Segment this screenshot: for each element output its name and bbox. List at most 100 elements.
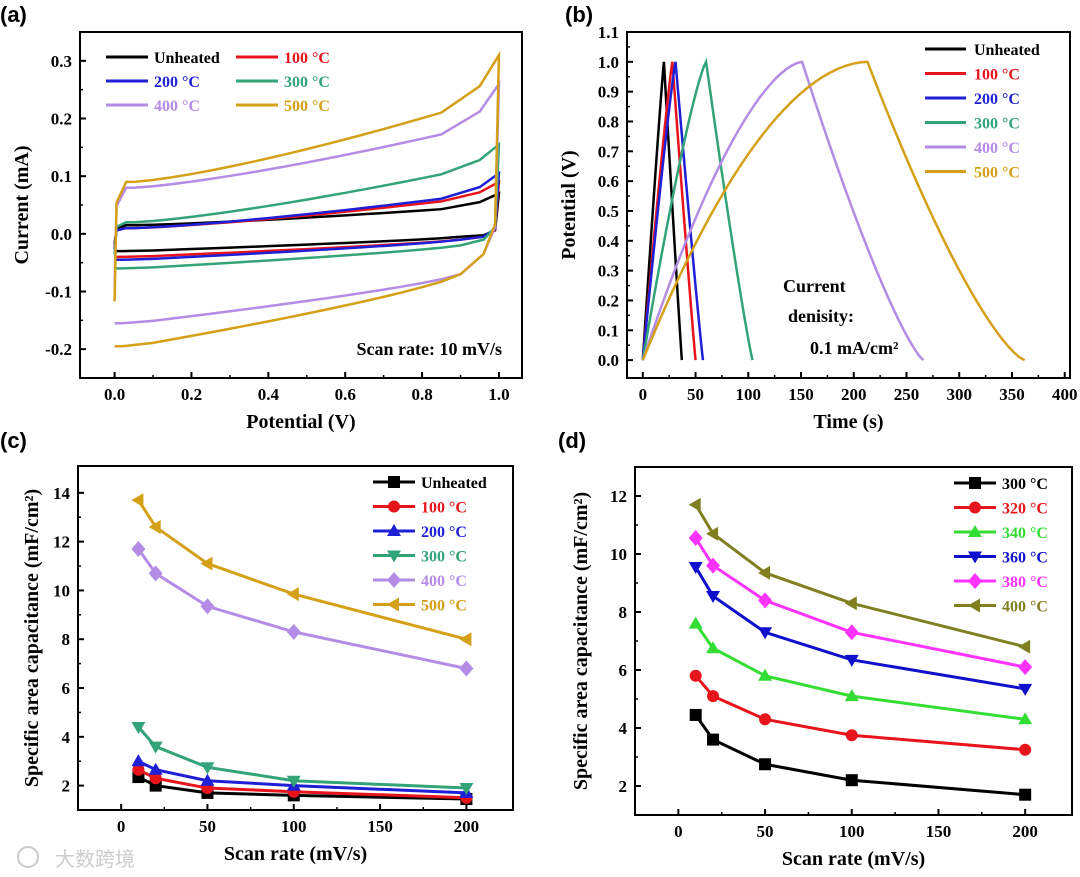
marker-triangle-up	[200, 773, 215, 786]
legend-label: 100 °C	[421, 500, 467, 517]
series-5	[131, 493, 472, 647]
gcd-curve	[641, 60, 1026, 362]
y-tick-label: 4	[619, 719, 628, 738]
marker-triangle-down	[131, 722, 146, 735]
panel-c: (c) 0 50 100 150 200 2 4 6 8 10 12 14 Scan rate (mV/s…	[0, 428, 514, 865]
marker-diamond	[459, 660, 474, 677]
marker-triangle-up	[844, 689, 859, 702]
marker-square	[689, 708, 702, 721]
marker-diamond	[148, 565, 163, 582]
marker-triangle-left	[1018, 639, 1031, 654]
x-tick-label: 0.8	[411, 385, 432, 404]
marker-triangle-left	[459, 632, 472, 647]
plot-area	[688, 497, 1033, 801]
marker-circle	[759, 713, 772, 726]
series-4	[131, 540, 474, 677]
marker-triangle-down	[1018, 683, 1033, 696]
x-tick-label: 300	[947, 385, 973, 404]
marker-diamond	[968, 573, 982, 589]
y-tick-label: 0.3	[51, 52, 72, 71]
x-tick-label: 0.2	[181, 385, 202, 404]
panel-label: (d)	[558, 428, 586, 453]
x-axis-label: Time (s)	[813, 411, 883, 433]
legend-label: 500 °C	[421, 598, 467, 615]
y-tick-label: 12	[53, 533, 70, 552]
marker-triangle-left	[706, 526, 719, 541]
x-tick-label: 400	[1052, 385, 1078, 404]
panel-a: (a) 0.0 0.2 0.4 0.6 0.8 1.0 -0.2 -0.1 0.0 0.1 0.2 0.…	[0, 2, 523, 433]
x-tick-label: 250	[894, 385, 920, 404]
marker-diamond	[131, 540, 146, 557]
marker-circle	[132, 763, 145, 776]
plot-frame	[77, 465, 514, 811]
marker-circle	[707, 690, 720, 703]
series-3	[688, 562, 1033, 696]
x-tick-label: 100	[839, 822, 865, 841]
gcd-curve	[641, 60, 925, 361]
x-tick-label: 200	[1012, 822, 1038, 841]
y-axis-label: Specific area capacitance (mF/cm²)	[21, 489, 43, 787]
x-tick-label: 200	[841, 385, 867, 404]
plot-frame	[79, 31, 523, 379]
marker-square	[845, 774, 858, 787]
y-tick-label: 0.7	[598, 142, 620, 161]
x-tick-label: 50	[199, 817, 216, 836]
x-tick-label: 0.6	[335, 385, 356, 404]
x-tick-label: 0.0	[104, 385, 125, 404]
y-tick-label: 0.2	[51, 110, 72, 129]
marker-circle	[845, 729, 858, 742]
legend-label: 400 °C	[421, 573, 467, 590]
x-tick-label: 50	[757, 822, 774, 841]
x-tick-label: 0	[674, 822, 683, 841]
marker-triangle-down	[459, 783, 474, 796]
legend-label: 300 °C	[284, 74, 330, 91]
x-axis-label: Scan rate (mV/s)	[782, 848, 925, 870]
plot-frame	[626, 31, 1071, 379]
marker-triangle-left	[200, 556, 213, 571]
legend-label: 300 °C	[421, 549, 467, 566]
y-tick-label: 0.1	[51, 167, 72, 186]
series-line	[137, 499, 467, 641]
y-tick-label: -0.1	[45, 283, 72, 302]
y-tick-label: 4	[62, 728, 71, 747]
legend-label: 500 °C	[974, 165, 1020, 182]
legend-label: 320 °C	[1002, 501, 1048, 518]
legend-label: 400 °C	[154, 98, 200, 115]
marker-triangle-left	[688, 497, 701, 512]
x-tick-label: 100	[281, 817, 307, 836]
marker-triangle-up	[688, 616, 703, 629]
marker-triangle-up	[706, 641, 721, 654]
annotation: Scan rate: 10 mV/s	[357, 339, 502, 359]
legend-label: 400 °C	[974, 140, 1020, 157]
series-3	[131, 722, 474, 796]
marker-circle	[388, 500, 400, 513]
y-tick-label: 0.0	[51, 225, 72, 244]
panel-label: (a)	[0, 2, 27, 27]
marker-circle	[969, 501, 981, 514]
legend-label: 400 °C	[1002, 599, 1048, 616]
panel-b: (b) 0 50 100 150 200 250 300 350 400 0.0 0.1 0.2 0.3 0…	[558, 2, 1077, 433]
marker-triangle-left	[148, 519, 161, 534]
y-tick-label: 0.4	[598, 232, 620, 251]
y-tick-label: 14	[53, 484, 71, 503]
watermark-logo-icon	[17, 846, 39, 868]
marker-diamond	[758, 592, 773, 609]
x-tick-label: 0	[639, 385, 648, 404]
series-1	[689, 669, 1032, 756]
legend-label: Unheated	[154, 50, 220, 67]
cv-curve	[113, 141, 501, 270]
y-tick-label: 1.0	[598, 53, 619, 72]
marker-triangle-left	[131, 493, 144, 508]
y-tick-label: 0.2	[598, 291, 619, 310]
legend-label: 200 °C	[421, 524, 467, 541]
marker-diamond	[844, 624, 859, 641]
panel-label: (c)	[0, 428, 27, 453]
x-tick-label: 200	[454, 817, 480, 836]
y-tick-label: 2	[619, 777, 628, 796]
y-tick-label: 10	[53, 581, 70, 600]
legend-label: 360 °C	[1002, 550, 1048, 567]
y-tick-label: 0.0	[598, 351, 619, 370]
marker-triangle-up	[131, 754, 146, 767]
y-tick-label: -0.2	[45, 340, 72, 359]
marker-circle	[689, 669, 702, 682]
